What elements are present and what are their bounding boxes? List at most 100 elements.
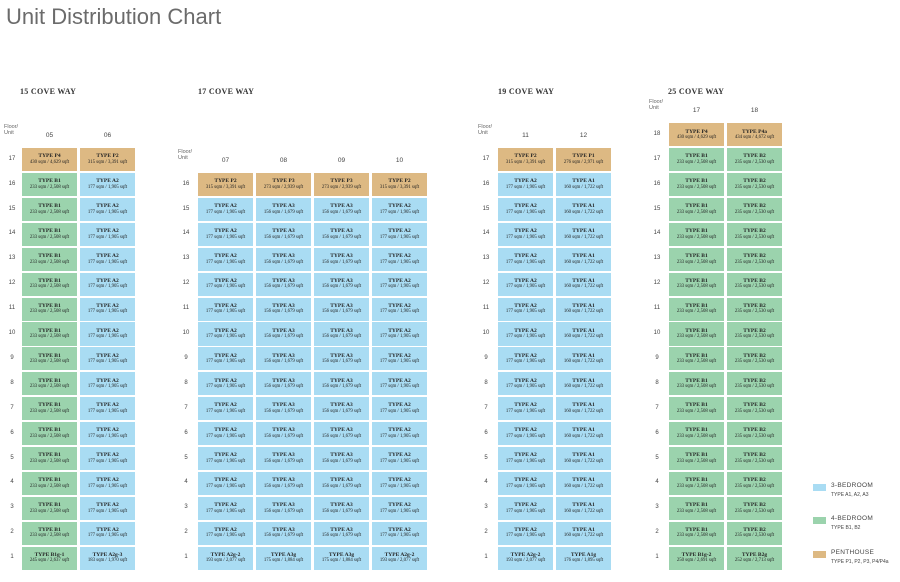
unit-cell[interactable]: TYPE A2 177 sqm / 1,905 sqft (498, 471, 553, 495)
unit-cell[interactable]: TYPE A3 156 sqm / 1,679 sqft (256, 347, 311, 371)
unit-cell[interactable]: TYPE A2 177 sqm / 1,905 sqft (80, 173, 135, 197)
unit-cell[interactable]: TYPE A1 160 sqm / 1,722 sqft (556, 471, 611, 495)
unit-cell[interactable]: TYPE A3 156 sqm / 1,679 sqft (256, 471, 311, 495)
unit-cell[interactable]: TYPE A2 177 sqm / 1,905 sqft (372, 471, 427, 495)
unit-cell[interactable]: TYPE A3 156 sqm / 1,679 sqft (256, 272, 311, 296)
unit-cell[interactable]: TYPE A2 177 sqm / 1,905 sqft (372, 297, 427, 321)
unit-cell[interactable]: TYPE A2 177 sqm / 1,905 sqft (498, 521, 553, 545)
unit-cell[interactable]: TYPE A2 177 sqm / 1,905 sqft (80, 297, 135, 321)
unit-cell[interactable]: TYPE B2 235 sqm / 2,530 sqft (727, 496, 782, 520)
unit-cell[interactable]: TYPE B1 233 sqm / 2,508 sqft (22, 471, 77, 495)
unit-cell[interactable]: TYPE P2 315 sqm / 3,391 sqft (372, 173, 427, 197)
unit-cell[interactable]: TYPE B1 233 sqm / 2,508 sqft (22, 322, 77, 346)
unit-cell[interactable]: TYPE A2 177 sqm / 1,905 sqft (80, 496, 135, 520)
unit-cell[interactable]: TYPE B1 233 sqm / 2,508 sqft (669, 222, 724, 246)
unit-cell[interactable]: TYPE A2 177 sqm / 1,905 sqft (198, 322, 253, 346)
unit-cell[interactable]: TYPE A2 177 sqm / 1,905 sqft (80, 247, 135, 271)
unit-cell[interactable]: TYPE B2 235 sqm / 2,530 sqft (727, 322, 782, 346)
unit-cell[interactable]: TYPE B2 235 sqm / 2,530 sqft (727, 247, 782, 271)
unit-cell[interactable]: TYPE P2 315 sqm / 3,391 sqft (498, 148, 553, 172)
unit-cell[interactable]: TYPE A2 177 sqm / 1,905 sqft (372, 496, 427, 520)
unit-cell[interactable]: TYPE A2 177 sqm / 1,905 sqft (498, 297, 553, 321)
unit-cell[interactable]: TYPE B1 233 sqm / 2,508 sqft (22, 397, 77, 421)
unit-cell[interactable]: TYPE A1 160 sqm / 1,722 sqft (556, 496, 611, 520)
unit-cell[interactable]: TYPE B2 235 sqm / 2,530 sqft (727, 422, 782, 446)
unit-cell[interactable]: TYPE A2 177 sqm / 1,905 sqft (498, 173, 553, 197)
unit-cell[interactable]: TYPE A3 156 sqm / 1,679 sqft (314, 272, 369, 296)
unit-cell[interactable]: TYPE A3 156 sqm / 1,679 sqft (314, 322, 369, 346)
unit-cell[interactable]: TYPE B1 233 sqm / 2,508 sqft (669, 471, 724, 495)
unit-cell[interactable]: TYPE A3 156 sqm / 1,679 sqft (314, 247, 369, 271)
unit-cell[interactable]: TYPE A3 156 sqm / 1,679 sqft (256, 397, 311, 421)
unit-cell[interactable]: TYPE A2 177 sqm / 1,905 sqft (198, 247, 253, 271)
unit-cell[interactable]: TYPE B2 235 sqm / 2,530 sqft (727, 446, 782, 471)
unit-cell[interactable]: TYPE A2 177 sqm / 1,905 sqft (80, 347, 135, 371)
unit-cell[interactable]: TYPE A3 156 sqm / 1,679 sqft (314, 222, 369, 246)
unit-cell[interactable]: TYPE A2 177 sqm / 1,905 sqft (198, 347, 253, 371)
unit-cell[interactable]: TYPE B1 233 sqm / 2,508 sqft (22, 422, 77, 446)
unit-cell[interactable]: TYPE A2 177 sqm / 1,905 sqft (372, 347, 427, 371)
unit-cell[interactable]: TYPE A2 177 sqm / 1,905 sqft (498, 397, 553, 421)
unit-cell[interactable]: TYPE P4 430 sqm / 4,629 sqft (22, 148, 77, 172)
unit-cell[interactable]: TYPE P3 273 sqm / 2,939 sqft (314, 173, 369, 197)
unit-cell[interactable]: TYPE A2g-2 193 sqm / 2,077 sqft (498, 546, 553, 570)
unit-cell[interactable]: TYPE B1 233 sqm / 2,508 sqft (669, 446, 724, 471)
unit-cell[interactable]: TYPE B2g 252 sqm / 2,713 sqft (727, 546, 782, 570)
unit-cell[interactable]: TYPE A2 177 sqm / 1,905 sqft (372, 197, 427, 222)
unit-cell[interactable]: TYPE A2 177 sqm / 1,905 sqft (498, 222, 553, 246)
unit-cell[interactable]: TYPE B1 233 sqm / 2,508 sqft (669, 397, 724, 421)
unit-cell[interactable]: TYPE B2 235 sqm / 2,530 sqft (727, 222, 782, 246)
unit-cell[interactable]: TYPE A3 156 sqm / 1,679 sqft (314, 297, 369, 321)
unit-cell[interactable]: TYPE B1 233 sqm / 2,508 sqft (669, 521, 724, 545)
unit-cell[interactable]: TYPE A3 156 sqm / 1,679 sqft (314, 422, 369, 446)
unit-cell[interactable]: TYPE A2g-2 193 sqm / 2,077 sqft (372, 546, 427, 570)
unit-cell[interactable]: TYPE A2 177 sqm / 1,905 sqft (498, 247, 553, 271)
unit-cell[interactable]: TYPE A2 177 sqm / 1,905 sqft (498, 272, 553, 296)
unit-cell[interactable]: TYPE B1 233 sqm / 2,508 sqft (669, 422, 724, 446)
unit-cell[interactable]: TYPE A2 177 sqm / 1,905 sqft (498, 496, 553, 520)
unit-cell[interactable]: TYPE A2 177 sqm / 1,905 sqft (80, 397, 135, 421)
unit-cell[interactable]: TYPE A2 177 sqm / 1,905 sqft (372, 272, 427, 296)
unit-cell[interactable]: TYPE P2 315 sqm / 3,391 sqft (80, 148, 135, 172)
unit-cell[interactable]: TYPE A2 177 sqm / 1,905 sqft (198, 496, 253, 520)
unit-cell[interactable]: TYPE B2 235 sqm / 2,530 sqft (727, 347, 782, 371)
unit-cell[interactable]: TYPE B1 233 sqm / 2,508 sqft (669, 496, 724, 520)
unit-cell[interactable]: TYPE B1 233 sqm / 2,508 sqft (22, 496, 77, 520)
unit-cell[interactable]: TYPE B1 233 sqm / 2,508 sqft (22, 446, 77, 471)
unit-cell[interactable]: TYPE B2 235 sqm / 2,530 sqft (727, 372, 782, 396)
unit-cell[interactable]: TYPE B2 235 sqm / 2,530 sqft (727, 297, 782, 321)
unit-cell[interactable]: TYPE A3 156 sqm / 1,679 sqft (256, 446, 311, 471)
unit-cell[interactable]: TYPE A2 177 sqm / 1,905 sqft (372, 247, 427, 271)
unit-cell[interactable]: TYPE A3 156 sqm / 1,679 sqft (314, 471, 369, 495)
unit-cell[interactable]: TYPE A3 156 sqm / 1,679 sqft (314, 397, 369, 421)
unit-cell[interactable]: TYPE B2 235 sqm / 2,530 sqft (727, 471, 782, 495)
unit-cell[interactable]: TYPE B1 233 sqm / 2,508 sqft (669, 173, 724, 197)
unit-cell[interactable]: TYPE A2 177 sqm / 1,905 sqft (198, 446, 253, 471)
unit-cell[interactable]: TYPE B1 233 sqm / 2,508 sqft (669, 247, 724, 271)
unit-cell[interactable]: TYPE P2 315 sqm / 3,391 sqft (198, 173, 253, 197)
unit-cell[interactable]: TYPE A3 156 sqm / 1,679 sqft (256, 372, 311, 396)
unit-cell[interactable]: TYPE A2 177 sqm / 1,905 sqft (498, 197, 553, 222)
unit-cell[interactable]: TYPE A2 177 sqm / 1,905 sqft (198, 422, 253, 446)
unit-cell[interactable]: TYPE A2 177 sqm / 1,905 sqft (80, 272, 135, 296)
unit-cell[interactable]: TYPE A3 156 sqm / 1,679 sqft (256, 521, 311, 545)
unit-cell[interactable]: TYPE B1 233 sqm / 2,508 sqft (669, 272, 724, 296)
unit-cell[interactable]: TYPE A2 177 sqm / 1,905 sqft (198, 297, 253, 321)
unit-cell[interactable]: TYPE A1 160 sqm / 1,722 sqft (556, 521, 611, 545)
unit-cell[interactable]: TYPE B2 235 sqm / 2,530 sqft (727, 521, 782, 545)
unit-cell[interactable]: TYPE B1 233 sqm / 2,508 sqft (22, 272, 77, 296)
unit-cell[interactable]: TYPE B1 233 sqm / 2,508 sqft (22, 247, 77, 271)
unit-cell[interactable]: TYPE A3g 175 sqm / 1,884 sqft (314, 546, 369, 570)
unit-cell[interactable]: TYPE A3 156 sqm / 1,679 sqft (256, 222, 311, 246)
unit-cell[interactable]: TYPE A2 177 sqm / 1,905 sqft (198, 197, 253, 222)
unit-cell[interactable]: TYPE A3 156 sqm / 1,679 sqft (256, 322, 311, 346)
unit-cell[interactable]: TYPE A2 177 sqm / 1,905 sqft (372, 322, 427, 346)
unit-cell[interactable]: TYPE A3 156 sqm / 1,679 sqft (256, 422, 311, 446)
unit-cell[interactable]: TYPE B1 233 sqm / 2,508 sqft (669, 372, 724, 396)
unit-cell[interactable]: TYPE A2 177 sqm / 1,905 sqft (498, 422, 553, 446)
unit-cell[interactable]: TYPE B1 233 sqm / 2,508 sqft (669, 297, 724, 321)
unit-cell[interactable]: TYPE B1 233 sqm / 2,508 sqft (669, 197, 724, 222)
unit-cell[interactable]: TYPE B1 233 sqm / 2,508 sqft (22, 197, 77, 222)
unit-cell[interactable]: TYPE A2 177 sqm / 1,905 sqft (80, 322, 135, 346)
unit-cell[interactable]: TYPE B1 233 sqm / 2,508 sqft (669, 148, 724, 172)
